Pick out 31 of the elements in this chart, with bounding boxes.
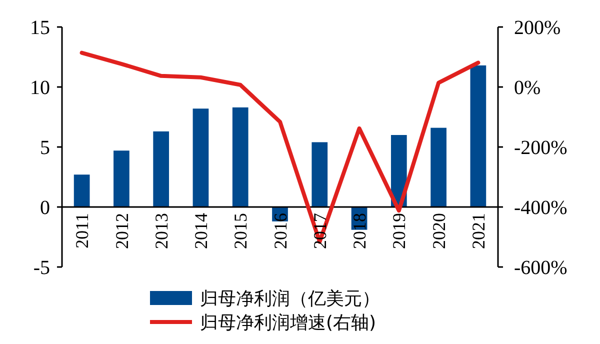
bar (192, 108, 209, 207)
y2-tick-label: 0% (514, 77, 541, 99)
y2-tick-label: -200% (514, 137, 568, 159)
y-tick-label: 10 (30, 77, 50, 99)
y-tick-label: 0 (40, 197, 50, 219)
x-tick-label: 2020 (428, 213, 449, 249)
y-tick-label: 15 (30, 17, 50, 39)
y-tick-label: -5 (33, 257, 50, 279)
x-tick-label: 2021 (468, 213, 488, 249)
x-tick-label: 2013 (151, 213, 172, 249)
y-tick-label: 5 (40, 137, 50, 159)
bar (430, 128, 446, 207)
x-tick-label: 2014 (191, 213, 212, 249)
x-tick-label: 2015 (230, 213, 251, 249)
legend-label: 归母净利润（亿美元） (200, 288, 380, 310)
x-tick-label: 2016 (270, 213, 290, 249)
x-tick-label: 2017 (310, 213, 330, 249)
bar (114, 150, 130, 207)
legend-label: 归母净利润增速(右轴) (200, 312, 376, 334)
x-tick-label: 2011 (72, 213, 92, 248)
y2-tick-label: -600% (514, 257, 568, 279)
bar (312, 142, 328, 207)
x-tick-label: 2019 (389, 213, 410, 249)
bar (153, 131, 170, 207)
y2-tick-label: -400% (514, 197, 568, 219)
bar (232, 107, 248, 207)
y2-tick-label: 200% (514, 17, 561, 39)
bar (470, 65, 486, 207)
bar (74, 174, 90, 207)
x-tick-label: 2012 (112, 213, 132, 249)
x-tick-label: 2018 (350, 213, 370, 249)
